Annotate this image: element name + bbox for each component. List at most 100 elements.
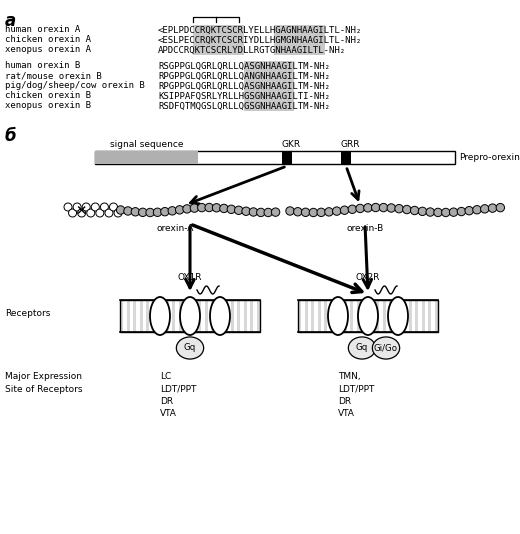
Ellipse shape [180, 297, 200, 335]
Text: Gi/Go: Gi/Go [374, 343, 398, 352]
Text: RSDFQTMQGSLQRLLQGSGNHAAGILTM-NH₂: RSDFQTMQGSLQRLLQGSGNHAAGILTM-NH₂ [158, 101, 330, 111]
Bar [331, 300, 334, 332]
Circle shape [271, 208, 280, 216]
Circle shape [488, 204, 497, 213]
Bar [337, 300, 340, 332]
Circle shape [227, 205, 236, 214]
Text: human orexin A: human orexin A [5, 26, 80, 35]
Text: xenopus orexin A: xenopus orexin A [5, 45, 91, 54]
Bar [244, 91, 294, 101]
Circle shape [168, 207, 176, 215]
Bar [231, 300, 234, 332]
Text: RSGPPGLQGRLQRLLQASGNHAAGILTM-NH₂: RSGPPGLQGRLQRLLQASGNHAAGILTM-NH₂ [158, 61, 330, 70]
Ellipse shape [328, 297, 348, 335]
Bar [389, 300, 393, 332]
Circle shape [73, 203, 81, 211]
Circle shape [64, 203, 72, 211]
Circle shape [249, 208, 257, 216]
Bar [244, 101, 294, 111]
Circle shape [138, 208, 147, 216]
Bar [370, 300, 373, 332]
Text: GKR: GKR [281, 140, 301, 149]
Bar [274, 25, 324, 35]
Circle shape [69, 209, 76, 217]
Text: <EPLPDCCRQKTCSCRLYELLHGAGNHAAGILTL-NH₂: <EPLPDCCRQKTCSCRLYELLHGAGNHAAGILTL-NH₂ [158, 26, 362, 35]
Bar [120, 300, 123, 332]
Bar [126, 300, 130, 332]
Text: Major Expression
Site of Receptors: Major Expression Site of Receptors [5, 372, 83, 394]
Circle shape [395, 205, 404, 213]
Circle shape [434, 208, 442, 217]
Circle shape [410, 206, 419, 215]
Bar [133, 300, 136, 332]
Circle shape [242, 207, 250, 215]
Bar [298, 300, 301, 332]
Bar [428, 300, 432, 332]
Circle shape [348, 205, 357, 214]
Text: orexin-A: orexin-A [157, 224, 193, 233]
Bar [185, 300, 188, 332]
Bar [274, 45, 324, 55]
Text: orexin-B: orexin-B [346, 224, 384, 233]
Bar [402, 300, 406, 332]
Circle shape [480, 205, 489, 213]
Text: pig/dog/sheep/cow orexin B: pig/dog/sheep/cow orexin B [5, 82, 145, 90]
Bar [409, 300, 412, 332]
Bar [298, 300, 438, 332]
Ellipse shape [358, 297, 378, 335]
Bar [344, 300, 347, 332]
Text: RPGPPGLQGRLQRLLQASGNHAAGILTM-NH₂: RPGPPGLQGRLQRLLQASGNHAAGILTM-NH₂ [158, 82, 330, 90]
Bar [95, 151, 455, 164]
Circle shape [82, 203, 90, 211]
Text: TMN,
LDT/PPT
DR
VTA: TMN, LDT/PPT DR VTA [338, 372, 374, 419]
Bar [178, 300, 182, 332]
Circle shape [441, 208, 450, 217]
Bar [165, 300, 169, 332]
Circle shape [496, 203, 504, 212]
Ellipse shape [348, 337, 375, 359]
Bar [257, 300, 260, 332]
Text: signal sequence: signal sequence [110, 140, 184, 149]
Circle shape [371, 203, 380, 211]
Bar [324, 300, 327, 332]
Bar [211, 300, 214, 332]
Circle shape [114, 209, 122, 217]
Text: xenopus orexin B: xenopus orexin B [5, 101, 91, 111]
Ellipse shape [176, 337, 204, 359]
Circle shape [418, 207, 426, 216]
Circle shape [449, 208, 458, 216]
Bar [298, 300, 438, 332]
Bar [120, 300, 260, 332]
Bar [224, 300, 227, 332]
Circle shape [356, 204, 365, 213]
Circle shape [340, 206, 349, 215]
Text: OX1R: OX1R [178, 273, 202, 282]
Bar [120, 300, 260, 332]
Bar [383, 300, 386, 332]
Text: chicken orexin A: chicken orexin A [5, 35, 91, 44]
Bar [139, 300, 143, 332]
Circle shape [96, 209, 104, 217]
Circle shape [116, 206, 125, 214]
Text: OX2R: OX2R [356, 273, 380, 282]
Circle shape [212, 203, 221, 212]
Circle shape [146, 208, 154, 217]
Bar [193, 35, 244, 45]
Bar [274, 35, 324, 45]
Bar [152, 300, 156, 332]
Circle shape [294, 208, 302, 216]
Circle shape [309, 208, 318, 217]
Circle shape [190, 204, 199, 213]
Ellipse shape [372, 337, 400, 359]
Circle shape [325, 208, 333, 216]
Bar [244, 81, 294, 91]
Bar [218, 300, 221, 332]
Bar [311, 300, 314, 332]
Circle shape [317, 208, 326, 217]
Bar [250, 300, 253, 332]
Circle shape [87, 209, 95, 217]
Circle shape [92, 203, 99, 211]
Bar [318, 300, 321, 332]
Text: rat/mouse orexin B: rat/mouse orexin B [5, 72, 102, 81]
Circle shape [235, 206, 243, 215]
